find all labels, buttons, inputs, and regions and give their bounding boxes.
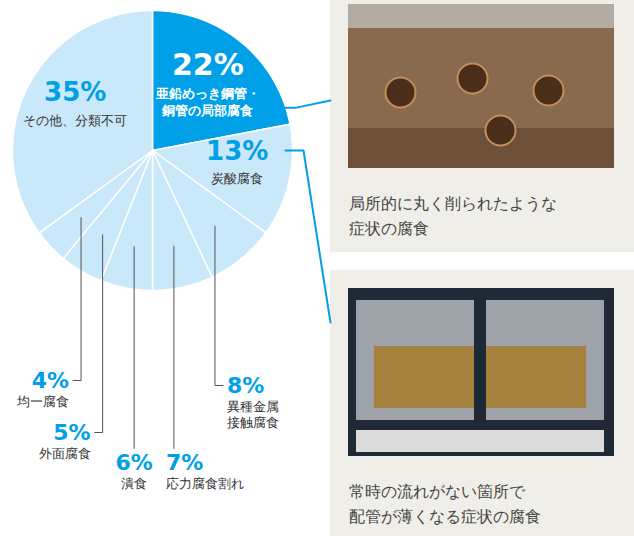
svg-text:その他、分類不可: その他、分類不可 xyxy=(23,113,127,128)
svg-text:7%: 7% xyxy=(166,450,203,475)
svg-text:応力腐食割れ: 応力腐食割れ xyxy=(166,475,244,490)
svg-text:炭酸腐食: 炭酸腐食 xyxy=(211,171,263,186)
svg-text:8%: 8% xyxy=(227,373,264,398)
svg-text:5%: 5% xyxy=(53,420,90,445)
svg-text:22%: 22% xyxy=(172,47,244,82)
svg-text:潰食: 潰食 xyxy=(121,475,147,490)
svg-text:6%: 6% xyxy=(115,450,152,475)
svg-text:亜鉛めっき鋼管・銅管の局部腐食: 亜鉛めっき鋼管・銅管の局部腐食 xyxy=(155,86,260,118)
svg-text:局所的に丸く削られたような症状の腐食: 局所的に丸く削られたような症状の腐食 xyxy=(349,194,557,239)
svg-text:4%: 4% xyxy=(32,368,69,393)
svg-text:常時の流れがない箇所で配管が薄くなる症状の腐食: 常時の流れがない箇所で配管が薄くなる症状の腐食 xyxy=(349,482,541,527)
svg-text:35%: 35% xyxy=(44,77,106,107)
svg-text:外面腐食: 外面腐食 xyxy=(39,445,91,460)
svg-text:13%: 13% xyxy=(206,136,268,166)
svg-text:均一腐食: 均一腐食 xyxy=(16,393,69,408)
svg-text:異種金属接触腐食: 異種金属接触腐食 xyxy=(227,398,279,430)
